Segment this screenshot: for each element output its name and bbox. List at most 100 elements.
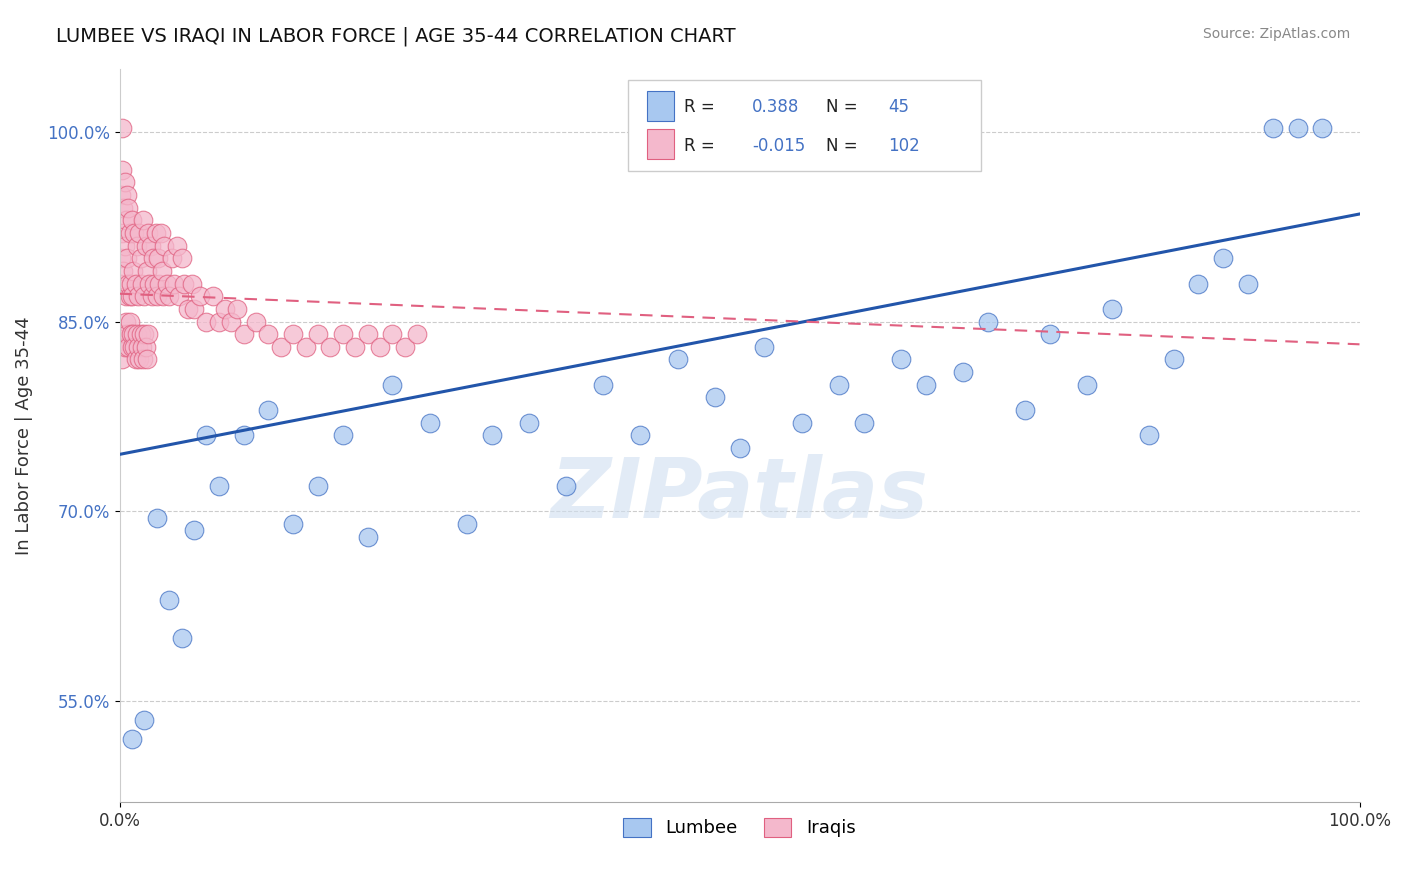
Point xyxy=(139,238,162,252)
Point xyxy=(124,340,146,354)
Point xyxy=(1076,377,1098,392)
Point xyxy=(110,252,132,266)
FancyBboxPatch shape xyxy=(647,91,673,120)
Point xyxy=(118,226,141,240)
Point xyxy=(114,213,136,227)
Point xyxy=(214,301,236,316)
Point xyxy=(163,277,186,291)
Point xyxy=(110,188,132,202)
Point xyxy=(332,327,354,342)
Point xyxy=(1101,301,1123,316)
Point xyxy=(120,277,142,291)
Point xyxy=(111,162,134,177)
Point xyxy=(1286,120,1309,135)
Point xyxy=(136,226,159,240)
Point xyxy=(852,416,875,430)
Point xyxy=(419,416,441,430)
Point xyxy=(219,314,242,328)
Point xyxy=(114,238,136,252)
Point xyxy=(112,327,135,342)
Point xyxy=(111,226,134,240)
Point xyxy=(112,264,135,278)
Point xyxy=(914,377,936,392)
Point xyxy=(170,631,193,645)
Point xyxy=(307,479,329,493)
Point xyxy=(170,252,193,266)
Point xyxy=(118,289,141,303)
Point xyxy=(131,340,153,354)
Point xyxy=(118,314,141,328)
Point xyxy=(890,352,912,367)
Point xyxy=(120,327,142,342)
Point xyxy=(121,289,143,303)
Point xyxy=(952,365,974,379)
Point xyxy=(117,340,139,354)
Point xyxy=(121,731,143,746)
Text: LUMBEE VS IRAQI IN LABOR FORCE | AGE 35-44 CORRELATION CHART: LUMBEE VS IRAQI IN LABOR FORCE | AGE 35-… xyxy=(56,27,735,46)
Point xyxy=(148,277,170,291)
Point xyxy=(156,277,179,291)
FancyBboxPatch shape xyxy=(647,129,673,159)
Point xyxy=(167,289,190,303)
Point xyxy=(394,340,416,354)
Point xyxy=(143,277,166,291)
Point xyxy=(117,277,139,291)
Point xyxy=(406,327,429,342)
Point xyxy=(112,201,135,215)
Point xyxy=(270,340,292,354)
Point xyxy=(754,340,776,354)
Point xyxy=(135,264,157,278)
Point xyxy=(226,301,249,316)
Text: N =: N = xyxy=(827,98,858,117)
Point xyxy=(356,327,378,342)
Point xyxy=(129,327,152,342)
Point xyxy=(124,226,146,240)
Point xyxy=(481,428,503,442)
Point xyxy=(115,252,138,266)
Point xyxy=(142,252,165,266)
Point xyxy=(1187,277,1209,291)
Point xyxy=(122,327,145,342)
Point xyxy=(135,352,157,367)
Point xyxy=(356,530,378,544)
Point xyxy=(122,264,145,278)
Legend: Lumbee, Iraqis: Lumbee, Iraqis xyxy=(616,811,863,845)
Point xyxy=(150,264,173,278)
Point xyxy=(188,289,211,303)
Point xyxy=(456,516,478,531)
Point xyxy=(195,314,218,328)
Point xyxy=(146,510,169,524)
Text: R =: R = xyxy=(683,136,714,154)
Point xyxy=(232,327,254,342)
Point xyxy=(128,352,150,367)
Point xyxy=(1212,252,1234,266)
Text: -0.015: -0.015 xyxy=(752,136,806,154)
Point xyxy=(135,238,157,252)
Point xyxy=(153,238,176,252)
Point xyxy=(134,713,156,727)
FancyBboxPatch shape xyxy=(628,79,981,171)
Point xyxy=(157,592,180,607)
Point xyxy=(1163,352,1185,367)
Point xyxy=(121,213,143,227)
Point xyxy=(976,314,998,328)
Point xyxy=(146,252,169,266)
Point xyxy=(177,301,200,316)
Point xyxy=(117,201,139,215)
Point xyxy=(245,314,267,328)
Point xyxy=(132,352,155,367)
Point xyxy=(283,327,305,342)
Point xyxy=(115,188,138,202)
Text: ZIPatlas: ZIPatlas xyxy=(551,454,928,534)
Point xyxy=(128,226,150,240)
Point xyxy=(125,352,148,367)
Point xyxy=(790,416,813,430)
Point xyxy=(195,428,218,442)
Point xyxy=(555,479,578,493)
Point xyxy=(180,277,202,291)
Point xyxy=(208,479,231,493)
Point xyxy=(666,352,689,367)
Y-axis label: In Labor Force | Age 35-44: In Labor Force | Age 35-44 xyxy=(15,316,32,555)
Text: N =: N = xyxy=(827,136,858,154)
Point xyxy=(149,226,172,240)
